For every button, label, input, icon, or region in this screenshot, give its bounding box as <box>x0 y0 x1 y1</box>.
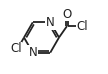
Text: Cl: Cl <box>10 42 22 56</box>
Text: N: N <box>28 46 37 59</box>
Text: O: O <box>62 8 72 20</box>
Text: Cl: Cl <box>77 20 88 33</box>
Text: N: N <box>46 16 55 29</box>
